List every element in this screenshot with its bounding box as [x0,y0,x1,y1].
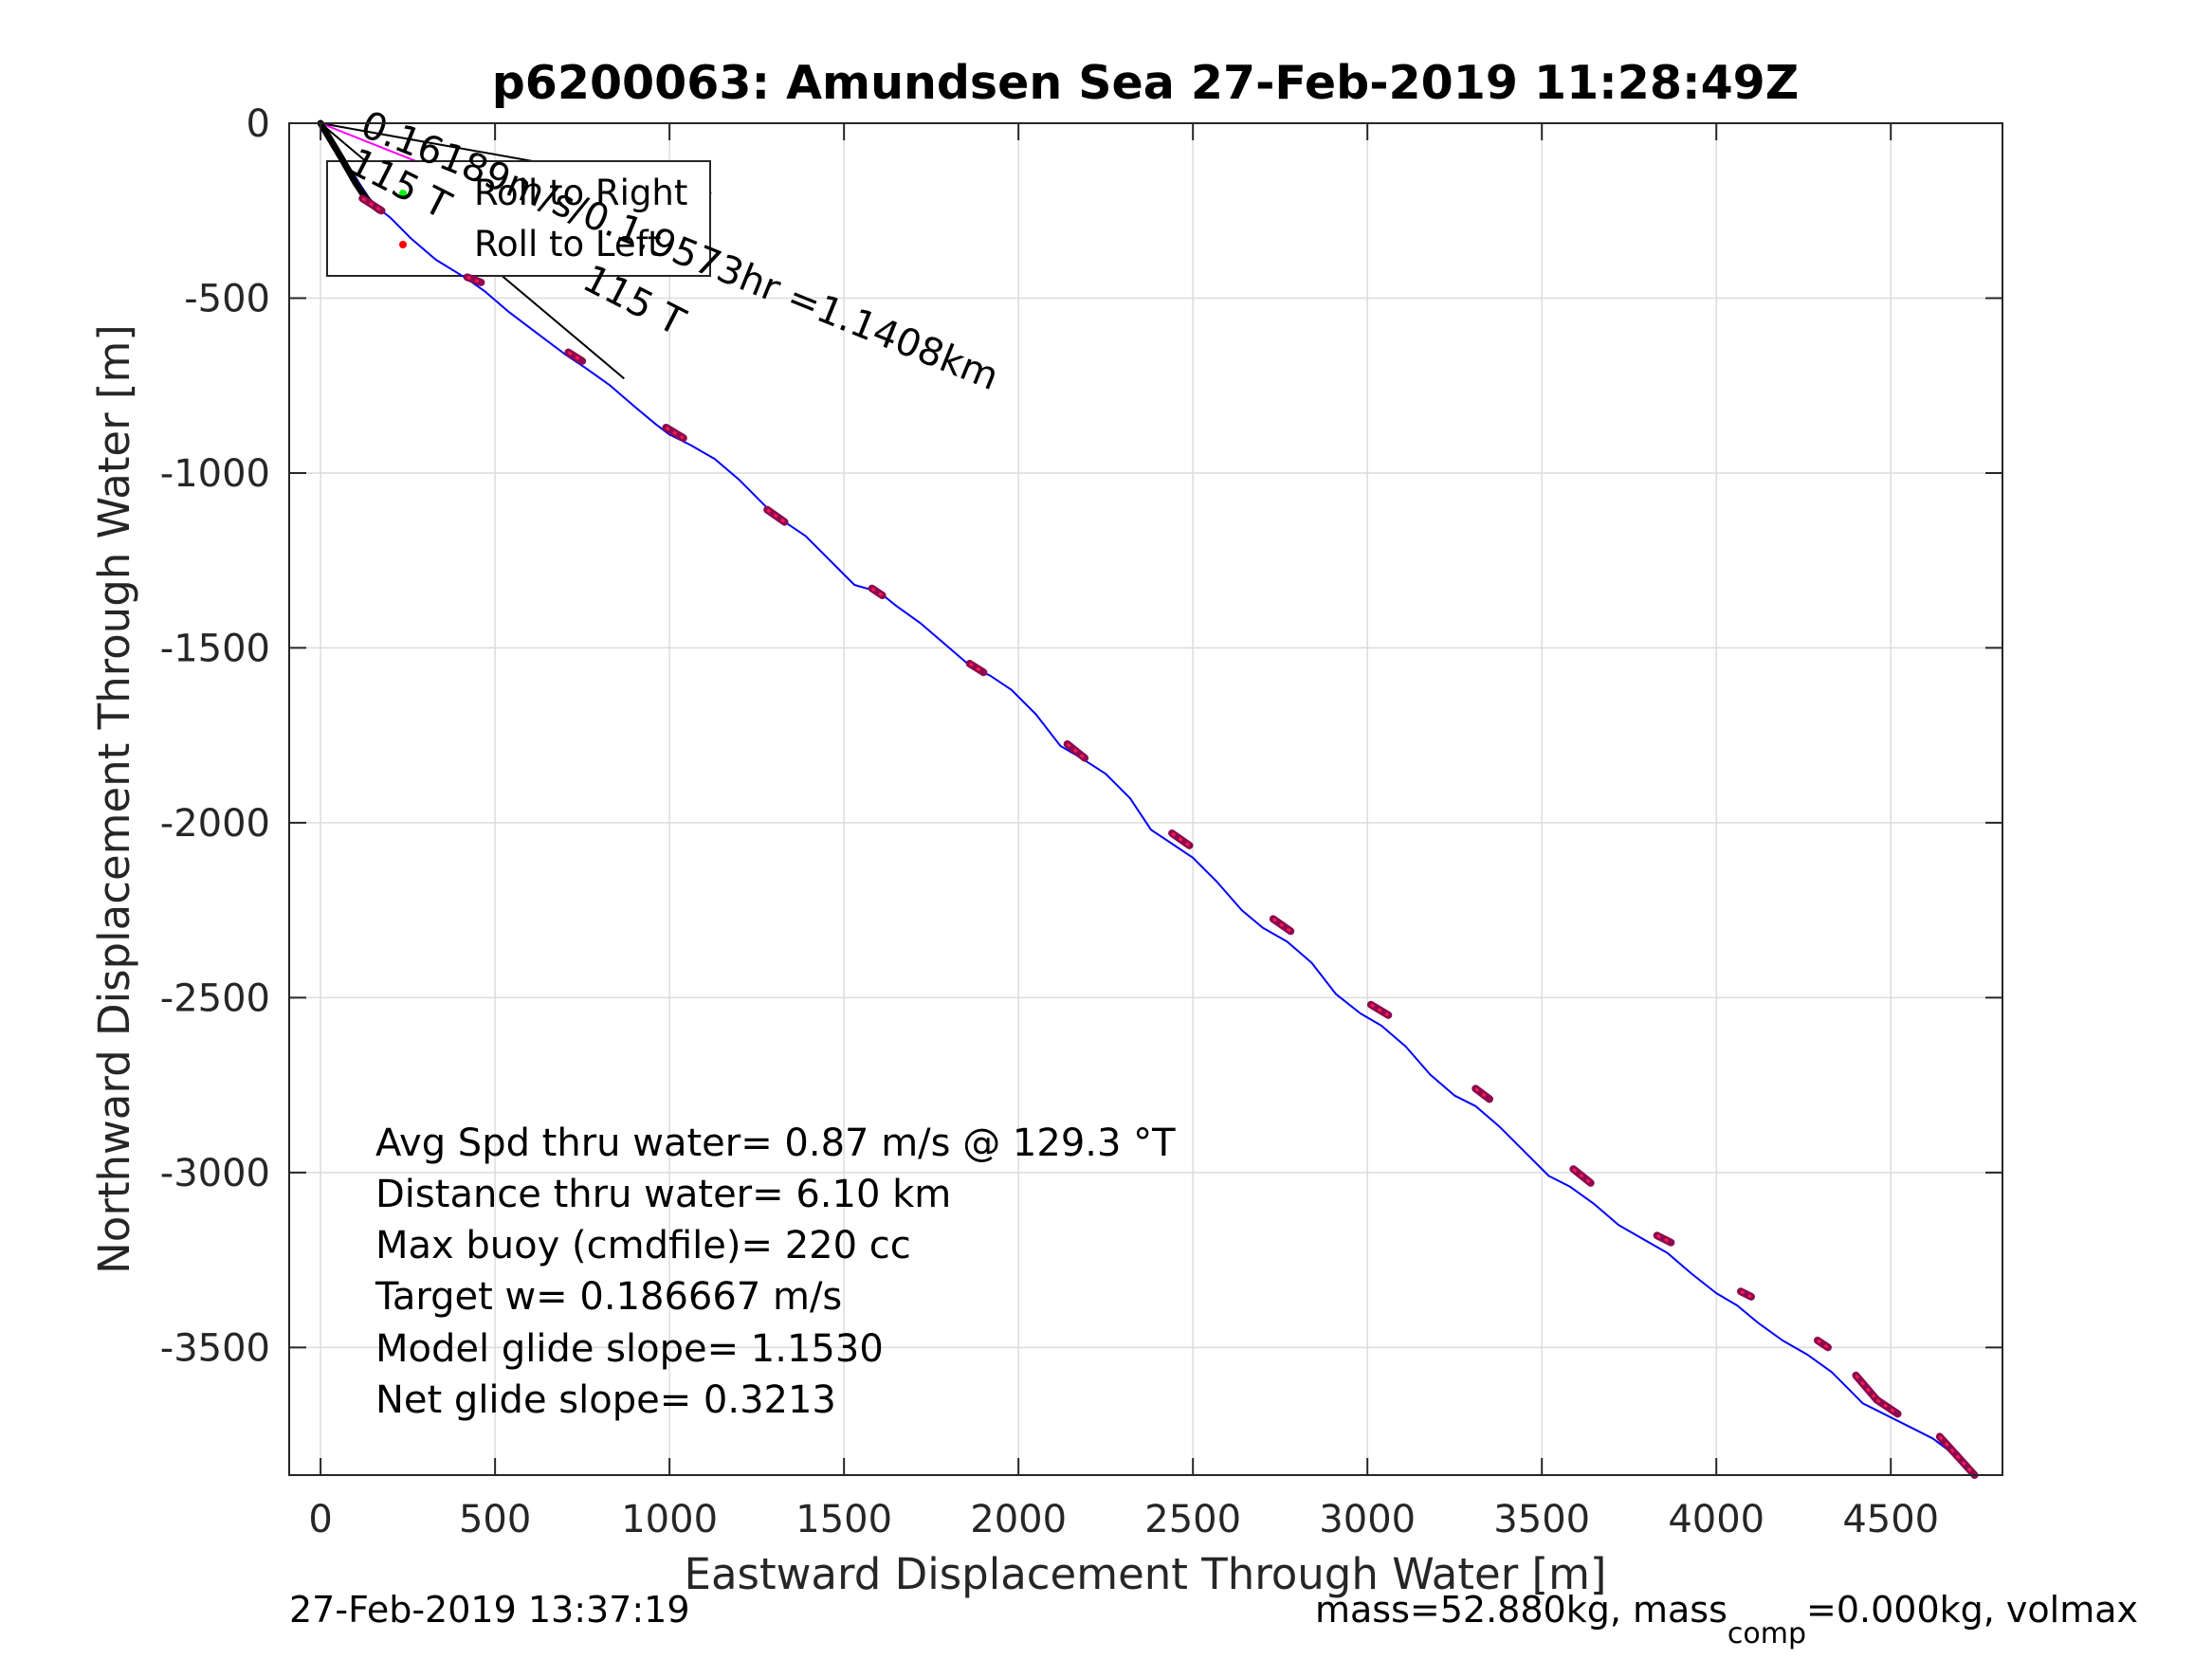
footer-mass-info: mass=52.880kg, masscomp=0.000kg, volmax [1315,1589,2138,1650]
y-tick-label: -1500 [160,627,270,670]
legend-marker-roll-left [399,241,407,248]
roll-segment-points [1655,1233,1673,1244]
note-model-glide-slope: Model glide slope= 1.1530 [375,1327,884,1371]
x-tick-label: 1000 [621,1498,718,1541]
roll-segment-points [1855,1374,1878,1401]
stats-notes: Avg Spd thru water= 0.87 m/s @ 129.3 °T … [375,1121,1176,1422]
roll-segment-points [1066,742,1087,759]
y-tick-label: -2000 [160,802,270,846]
tick-marks [289,122,2002,1475]
y-tick-label: -3000 [160,1152,270,1195]
y-axis-label: Northward Displacement Through Water [m] [89,324,139,1274]
x-tick-label: 4500 [1842,1498,1939,1541]
y-tick-label: -2500 [160,976,270,1020]
footer-mass-suffix: =0.000kg, volmax [1806,1589,2138,1631]
x-tick-label: 0 [308,1498,332,1541]
roll-segment-points [1370,1003,1390,1017]
legend-label-roll-left: Roll to Left [474,224,662,264]
axes-background [289,123,2002,1475]
legend-label-roll-right: Roll to Right [474,173,687,213]
footer-mass-prefix: mass=52.880kg, mass [1315,1589,1728,1631]
roll-segment-points [1740,1289,1752,1299]
marker-segments [358,194,1979,1479]
roll-segment-points [968,662,985,674]
x-tick-label: 2500 [1144,1498,1241,1541]
x-tick-label: 500 [459,1498,531,1541]
x-tick-label: 3500 [1493,1498,1590,1541]
x-tick-label: 4000 [1668,1498,1764,1541]
note-max-buoy: Max buoy (cmdfile)= 220 cc [375,1224,911,1267]
footer-timestamp: 27-Feb-2019 13:37:19 [289,1589,690,1631]
note-target-w: Target w= 0.186667 m/s [375,1275,842,1319]
note-avg-speed: Avg Spd thru water= 0.87 m/s @ 129.3 °T [375,1121,1176,1165]
roll-segment-points [466,275,482,284]
y-tick-label: -3500 [160,1326,270,1370]
plot-area: Roll to Right Roll to Left 0.16189m/s/0.… [288,103,2003,1479]
roll-segment-points [665,426,685,440]
x-tick-label: 3000 [1319,1498,1416,1541]
x-tick-labels: 0 500 1000 1500 2000 2500 3000 3500 4000 4500 [308,1498,1939,1541]
roll-segment-points [766,508,786,523]
note-net-glide-slope: Net glide slope= 0.3213 [375,1378,836,1422]
roll-segment-points [361,197,383,212]
footer-mass-subscript: comp [1728,1617,1806,1650]
roll-segment-points [1817,1339,1829,1349]
y-tick-label: -500 [184,277,270,320]
x-tick-label: 2000 [970,1498,1067,1541]
roll-segment-dark [1873,1395,1902,1418]
y-tick-label: -1000 [160,452,270,496]
roll-segment-points [870,587,884,597]
chart-title: p6200063: Amundsen Sea 27-Feb-2019 11:28… [492,56,1800,110]
roll-segment-points [1271,918,1292,933]
axes-box [288,122,2003,1476]
y-tick-label: 0 [247,102,270,146]
x-axis-label: Eastward Displacement Through Water [m] [685,1549,1607,1599]
roll-segment-points [1938,1435,1976,1477]
legend-marker-roll-right [399,190,407,197]
roll-segment-points [1171,831,1191,848]
roll-segment-points [1474,1087,1490,1101]
y-tick-labels: 0 -500 -1000 -1500 -2000 -2500 -3000 -3500 [160,102,270,1370]
glider-track-line [320,122,1972,1476]
roll-segment-points [567,351,583,363]
roll-segment-points [1572,1167,1592,1185]
note-distance: Distance thru water= 6.10 km [375,1173,951,1216]
x-tick-label: 1500 [795,1498,892,1541]
